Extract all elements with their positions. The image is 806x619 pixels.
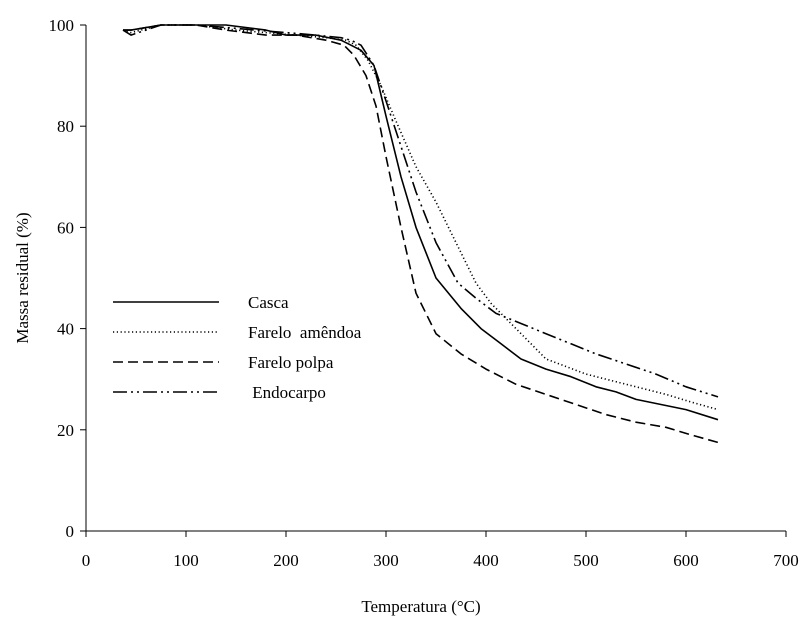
y-tick-label: 20	[57, 421, 74, 440]
y-tick-label: 0	[66, 522, 75, 541]
series-layer	[122, 24, 719, 444]
y-ticks: 0 20 40 60 80 100	[49, 16, 86, 541]
x-axis-title: Temperatura (°C)	[361, 597, 480, 616]
axes: 0 100 200 300 400 500 600 700 0 20 40 60 80 100	[49, 16, 799, 570]
y-tick-label: 100	[49, 16, 75, 35]
y-axis-title: Massa residual (%)	[13, 212, 32, 343]
legend-label: Endocarpo	[248, 383, 326, 402]
series-line-3	[122, 24, 719, 398]
x-tick-label: 300	[373, 551, 399, 570]
x-tick-label: 500	[573, 551, 599, 570]
series-line-2	[123, 24, 719, 444]
x-tick-label: 200	[273, 551, 299, 570]
x-ticks: 0 100 200 300 400 500 600 700	[82, 531, 799, 570]
y-tick-label: 80	[57, 117, 74, 136]
series-line-1	[122, 24, 719, 411]
x-tick-label: 0	[82, 551, 91, 570]
legend-label: Farelo amêndoa	[248, 323, 362, 342]
legend-label: Casca	[248, 293, 289, 312]
y-tick-label: 40	[57, 320, 74, 339]
x-tick-label: 400	[473, 551, 499, 570]
y-tick-label: 60	[57, 218, 74, 237]
series-line-0	[123, 24, 719, 421]
legend-label: Farelo polpa	[248, 353, 334, 372]
x-tick-label: 600	[673, 551, 699, 570]
x-tick-label: 100	[173, 551, 199, 570]
x-tick-label: 700	[773, 551, 799, 570]
legend: Casca Farelo amêndoa Farelo polpa Endocarp…	[113, 293, 362, 402]
